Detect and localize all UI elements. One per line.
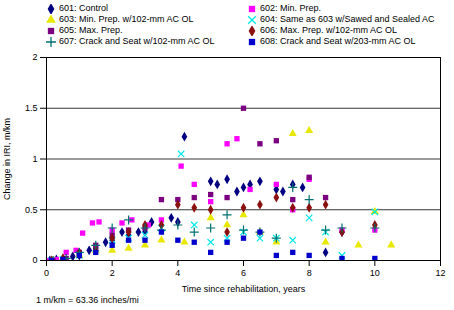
html-text:603: Min. Prep. w/102-mm AC OL: 603: Min. Prep. w/102-mm AC OL <box>59 14 194 24</box>
svg-text:Change in IRI, m/km: Change in IRI, m/km <box>2 118 12 200</box>
svg-text:1: 1 <box>32 154 37 164</box>
svg-text:2: 2 <box>110 268 115 278</box>
svg-text:8: 8 <box>307 268 312 278</box>
html-text:605: Max. Prep.: 605: Max. Prep. <box>59 25 123 35</box>
svg-text:2: 2 <box>32 52 37 62</box>
html-text:607: Crack and Seat w/102-mm A: 607: Crack and Seat w/102-mm AC OL <box>59 36 215 46</box>
svg-text:1.5: 1.5 <box>25 103 38 113</box>
html-text:1 m/km = 63.36 inches/mi: 1 m/km = 63.36 inches/mi <box>36 295 139 305</box>
svg-text:4: 4 <box>175 268 180 278</box>
html-text:604: Same as 603 w/Sawed and S: 604: Same as 603 w/Sawed and Sealed AC <box>260 14 435 24</box>
svg-text:6: 6 <box>241 268 246 278</box>
svg-text:0.5: 0.5 <box>25 205 38 215</box>
svg-text:Time since rehabilitation, yea: Time since rehabilitation, years <box>182 284 306 294</box>
html-text:602: Min. Prep.: 602: Min. Prep. <box>260 3 321 13</box>
html-text:606: Max. Prep. w/102-mm AC OL: 606: Max. Prep. w/102-mm AC OL <box>260 25 398 35</box>
html-text:608: Crack and Seat w/203-mm A: 608: Crack and Seat w/203-mm AC OL <box>260 36 416 46</box>
html-text:601: Control: 601: Control <box>59 3 108 13</box>
svg-text:0: 0 <box>32 255 37 265</box>
svg-text:12: 12 <box>435 268 445 278</box>
svg-text:10: 10 <box>370 268 380 278</box>
svg-text:0: 0 <box>44 268 49 278</box>
